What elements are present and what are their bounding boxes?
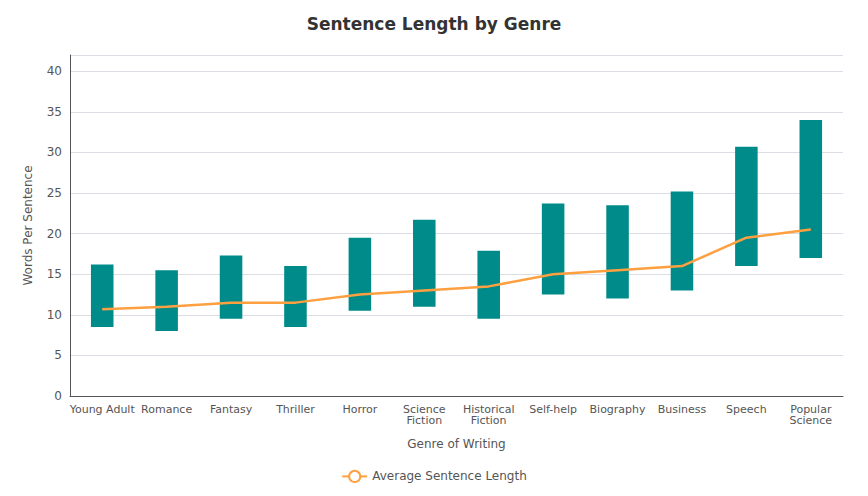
svg-text:20: 20 [47,227,62,241]
svg-text:Historical: Historical [462,403,515,416]
svg-text:Business: Business [658,403,707,416]
svg-text:10: 10 [47,308,62,322]
svg-text:Fiction: Fiction [471,414,507,427]
svg-text:25: 25 [47,186,62,200]
svg-text:15: 15 [47,267,62,281]
svg-text:Popular: Popular [790,403,832,416]
svg-text:Genre of Writing: Genre of Writing [407,437,505,451]
svg-text:Self-help: Self-help [529,403,577,416]
svg-text:Biography: Biography [590,403,647,416]
svg-text:0: 0 [54,389,62,403]
svg-text:Science: Science [789,414,832,427]
svg-text:Fiction: Fiction [406,414,442,427]
svg-text:Speech: Speech [726,403,767,416]
svg-text:Words Per Sentence: Words Per Sentence [21,165,35,285]
svg-text:5: 5 [54,348,62,362]
svg-text:Science: Science [403,403,446,416]
svg-text:Horror: Horror [342,403,377,416]
svg-text:Sentence Length by Genre: Sentence Length by Genre [307,14,562,34]
svg-text:Fantasy: Fantasy [210,403,253,416]
svg-text:35: 35 [47,105,62,119]
svg-text:Young Adult: Young Adult [69,403,136,416]
svg-text:Average Sentence Length: Average Sentence Length [372,469,527,483]
svg-text:Thriller: Thriller [275,403,315,416]
svg-text:Romance: Romance [141,403,192,416]
svg-text:30: 30 [47,145,62,159]
svg-text:40: 40 [47,64,62,78]
